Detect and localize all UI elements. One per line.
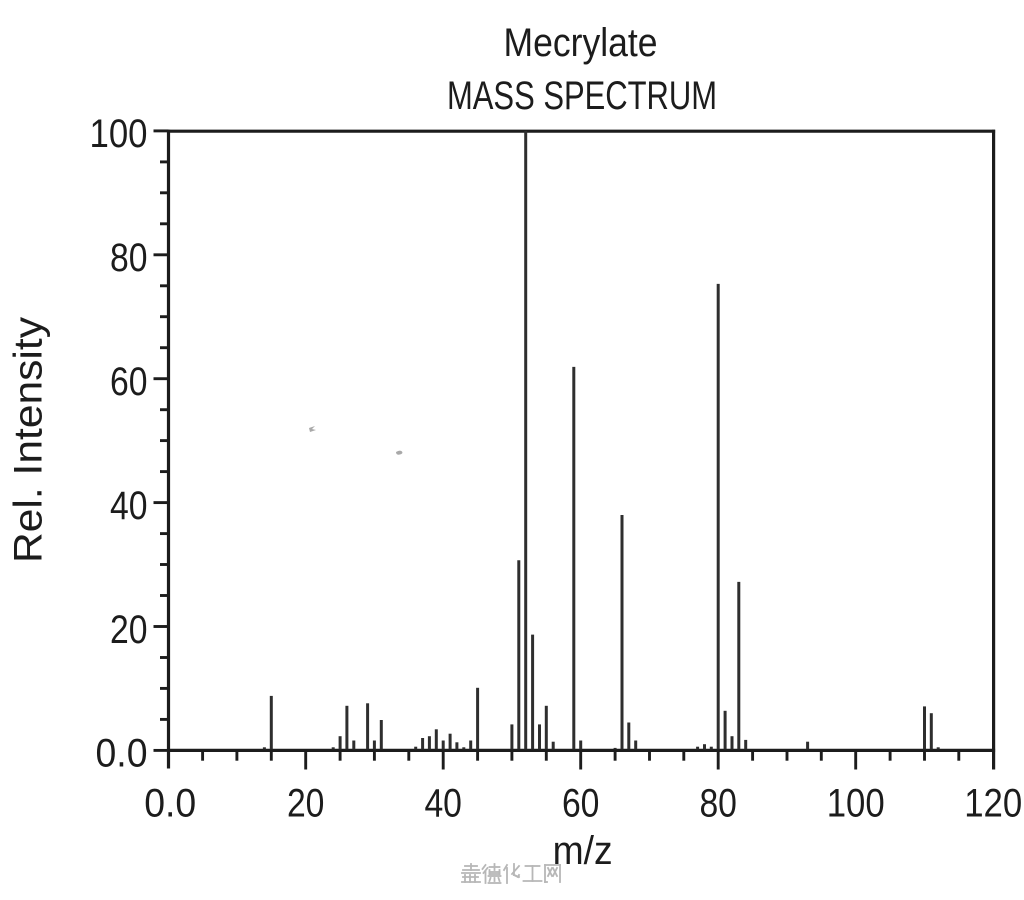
svg-text:120: 120 bbox=[964, 782, 1022, 826]
svg-text:Mecrylate: Mecrylate bbox=[504, 21, 658, 65]
svg-text:Rel. Intensity: Rel. Intensity bbox=[7, 317, 51, 563]
svg-text:100: 100 bbox=[827, 782, 885, 826]
svg-text:100: 100 bbox=[90, 112, 148, 156]
svg-text:20: 20 bbox=[287, 782, 325, 826]
svg-text:MASS SPECTRUM: MASS SPECTRUM bbox=[447, 74, 717, 118]
svg-text:80: 80 bbox=[699, 782, 737, 826]
svg-text:0.0: 0.0 bbox=[96, 732, 148, 776]
svg-text:m/z: m/z bbox=[553, 829, 613, 873]
svg-text:40: 40 bbox=[110, 484, 148, 528]
svg-text:40: 40 bbox=[424, 782, 462, 826]
svg-text:80: 80 bbox=[110, 236, 148, 280]
svg-text:20: 20 bbox=[110, 608, 148, 652]
svg-text:0.0: 0.0 bbox=[144, 782, 196, 826]
svg-text:60: 60 bbox=[562, 782, 600, 826]
svg-text:60: 60 bbox=[110, 360, 148, 404]
